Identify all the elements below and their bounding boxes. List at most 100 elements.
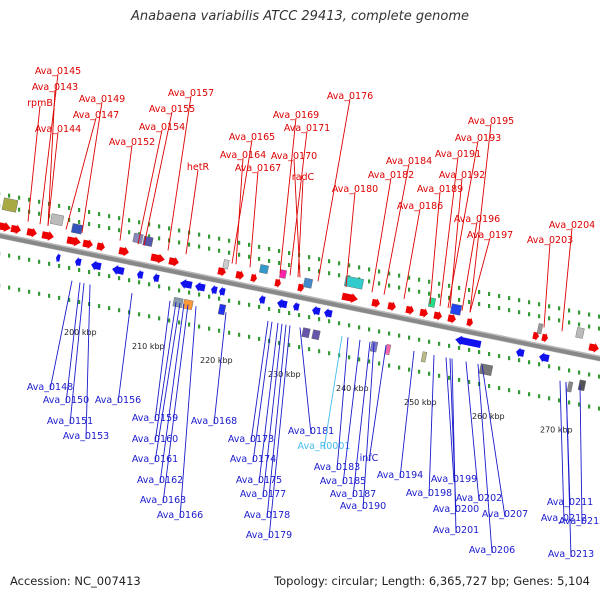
tick-dot xyxy=(568,400,571,405)
gene-label-ava-0160: Ava_0160 xyxy=(132,434,178,445)
forward-gene-arrow xyxy=(341,292,358,303)
tick-dot xyxy=(568,308,571,313)
tick-dot xyxy=(118,308,121,313)
reverse-feature-box xyxy=(172,296,184,309)
tick-dot xyxy=(338,261,341,266)
forward-feature-box xyxy=(1,197,19,213)
gene-label-ava-0211: Ava_0211 xyxy=(547,497,593,508)
reverse-feature-box xyxy=(478,363,494,376)
gene-label-ava-0215: Ava_0215 xyxy=(559,516,600,527)
leader-line xyxy=(362,342,375,510)
forward-gene-arrow xyxy=(371,298,380,309)
tick-dot xyxy=(368,267,371,272)
tick-dot xyxy=(448,295,451,300)
forward-gene-arrow xyxy=(588,342,599,353)
tick-dot xyxy=(368,359,371,364)
tick-dot xyxy=(478,301,481,306)
length-label: Length: xyxy=(381,574,426,588)
forward-gene-arrow xyxy=(10,224,21,235)
leader-line xyxy=(231,139,253,264)
tick-dot xyxy=(428,339,431,344)
tick-dot xyxy=(208,326,211,331)
reverse-gene-arrow xyxy=(324,308,333,319)
forward-feature-box xyxy=(343,275,365,290)
leader-line xyxy=(565,382,572,558)
tick-dot xyxy=(578,322,581,327)
tick-dot xyxy=(468,299,471,304)
tick-dot xyxy=(528,392,531,397)
tick-dot xyxy=(8,285,11,290)
forward-gene-arrow xyxy=(405,305,414,316)
forward-gene-arrow xyxy=(250,273,257,284)
length-value: 6,365,727 bp xyxy=(428,574,506,588)
leader-line xyxy=(383,163,410,295)
forward-feature-box xyxy=(536,323,544,335)
tick-dot xyxy=(358,357,361,362)
gene-label-ava-0179: Ava_0179 xyxy=(246,530,292,541)
tick-dot xyxy=(558,306,561,311)
gene-label-ava-0164: Ava_0164 xyxy=(220,150,266,161)
tick-dot xyxy=(118,228,121,233)
gene-label-ava-0168: Ava_0168 xyxy=(191,416,237,427)
gene-label-ava-0154: Ava_0154 xyxy=(139,122,185,133)
tick-dot xyxy=(228,298,231,303)
tick-dot xyxy=(288,263,291,268)
tick-dot xyxy=(408,335,411,340)
tick-dot xyxy=(468,287,471,292)
gene-label-ava-0181: Ava_0181 xyxy=(288,426,334,437)
reverse-feature-box xyxy=(301,327,311,339)
forward-feature-box xyxy=(132,232,144,244)
forward-gene-arrow xyxy=(541,332,548,343)
tick-dot xyxy=(218,236,221,241)
map-title: Anabaena variabilis ATCC 29413, complete… xyxy=(131,9,469,24)
tick-dot xyxy=(268,258,271,263)
tick-dot xyxy=(328,259,331,264)
tick-dot xyxy=(418,277,421,282)
reverse-gene-arrow xyxy=(195,282,206,292)
tick-dot xyxy=(38,259,41,264)
gene-label-ava-0152: Ava_0152 xyxy=(109,137,155,148)
accession-label: Accession: xyxy=(10,574,71,588)
tick-dot xyxy=(388,331,391,336)
tick-dot xyxy=(198,292,201,297)
leader-line xyxy=(154,302,181,463)
tick-dot xyxy=(88,222,91,227)
reverse-feature-box xyxy=(577,379,587,392)
tick-dot xyxy=(138,280,141,285)
tick-dot xyxy=(428,371,431,376)
leader-line xyxy=(119,144,133,241)
tick-dot xyxy=(378,329,381,334)
tick-dot xyxy=(98,304,101,309)
leader-line xyxy=(289,130,308,276)
tick-dot xyxy=(228,250,231,255)
forward-gene-arrow xyxy=(96,241,105,252)
gene-label-ava-0167: Ava_0167 xyxy=(235,163,281,174)
leader-line xyxy=(371,177,392,293)
tick-dot xyxy=(388,271,391,276)
tick-dot xyxy=(258,304,261,309)
tick-dot xyxy=(148,222,151,227)
leader-line xyxy=(117,293,133,404)
tick-dot xyxy=(28,289,31,294)
forward-gene-arrow xyxy=(532,331,539,341)
leader-line xyxy=(249,170,259,268)
leader-line xyxy=(399,350,415,479)
tick-dot xyxy=(148,234,151,239)
gene-label-ava-0202: Ava_0202 xyxy=(456,493,502,504)
tick-dot xyxy=(138,312,141,317)
gene-label-ava-0162: Ava_0162 xyxy=(137,475,183,486)
forward-feature-box xyxy=(302,277,314,289)
leader-line xyxy=(428,354,435,497)
tick-dot xyxy=(98,212,101,217)
leader-line xyxy=(81,101,103,233)
gene-label-ava-0186: Ava_0186 xyxy=(397,201,443,212)
reverse-gene-arrow xyxy=(516,347,525,358)
gene-label-infc: infC xyxy=(360,453,379,464)
leader-line xyxy=(167,95,192,251)
tick-dot xyxy=(328,319,331,324)
tick-dot xyxy=(588,372,591,377)
gene-label-ava-0191: Ava_0191 xyxy=(435,149,481,160)
tick-dot xyxy=(58,203,61,208)
tick-dot xyxy=(328,271,331,276)
